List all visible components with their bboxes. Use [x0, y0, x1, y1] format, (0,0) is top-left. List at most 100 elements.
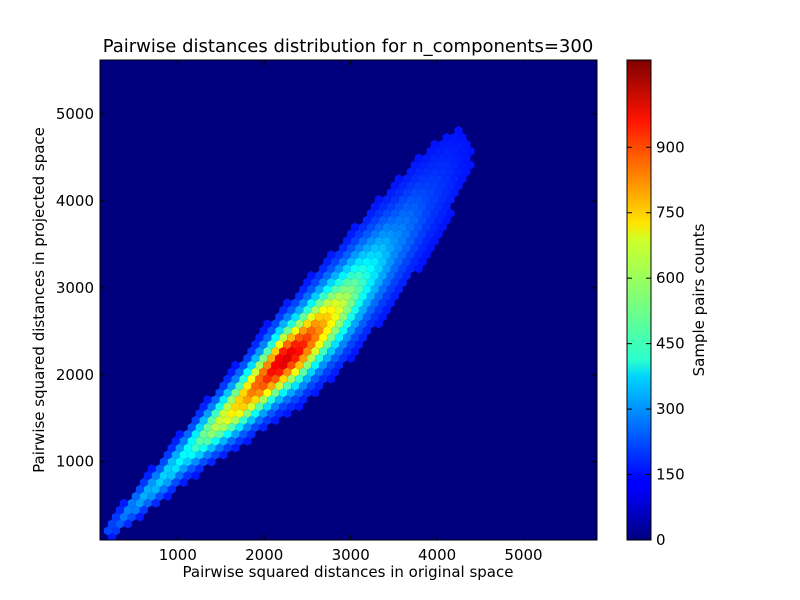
hexbin-cell — [119, 498, 128, 508]
hexbin-cell — [458, 160, 467, 170]
hexbin-cell — [243, 381, 252, 391]
hexbin-cell — [382, 250, 391, 260]
hexbin-cell — [211, 436, 220, 446]
hexbin-cell — [331, 367, 340, 377]
hexbin-cell — [350, 305, 359, 315]
hexbin-cell — [283, 326, 292, 336]
hexbin-cell — [346, 312, 355, 322]
x-axis-ticks: 1000 2000 3000 4000 5000 — [159, 60, 543, 564]
hexbin-cell — [323, 284, 332, 294]
hexbin-cell — [211, 408, 220, 419]
hexbin-cell — [223, 388, 232, 398]
hexbin-cell — [127, 512, 136, 522]
hexbin-cell — [358, 250, 367, 260]
hexbin-cell — [434, 201, 443, 212]
hexbin-cell — [299, 298, 308, 308]
hexbin-cell — [271, 333, 280, 343]
hexbin-cell — [315, 326, 324, 336]
hexbin-cell — [167, 457, 176, 467]
colorbar-tick-label: 750 — [656, 204, 685, 222]
y-axis-title: Pairwise squared distances in projected … — [30, 127, 48, 473]
hexbin-cell — [331, 326, 340, 336]
hexbin-cell — [394, 257, 403, 267]
hexbin-cell — [323, 353, 332, 363]
hexbin-cell — [251, 367, 260, 377]
hexbin-cell — [303, 374, 312, 384]
colorbar-tick-label: 150 — [656, 466, 685, 484]
hexbin-cell — [159, 457, 168, 467]
hexbin-cell — [335, 333, 344, 343]
hexbin-cell — [331, 257, 340, 267]
hexbin-cell — [299, 353, 308, 363]
hexbin-cell — [394, 284, 403, 294]
hexbin-cell — [271, 319, 280, 329]
hexbin-cell — [203, 422, 212, 432]
hexbin-cell — [283, 395, 292, 405]
hexbin-cell — [327, 360, 336, 370]
hexbin-cell — [339, 326, 347, 336]
hexbin-cell — [414, 208, 423, 218]
hexbin-cell — [442, 201, 451, 212]
hexbin-cell — [111, 512, 120, 522]
hexbin-cell — [259, 408, 268, 419]
hexbin-cell — [319, 374, 328, 384]
hexbin-cell — [175, 471, 184, 481]
hexbin-cell — [283, 298, 292, 308]
hexbin-cell — [462, 167, 471, 177]
hexbin-cell — [143, 471, 152, 481]
hexbin-cell — [283, 381, 292, 391]
hexbin-cell — [402, 270, 411, 281]
hexbin-cell — [410, 243, 419, 253]
hexbin-cell — [339, 298, 347, 308]
hexbin-cell — [227, 381, 236, 391]
x-tick-label: 3000 — [332, 546, 370, 564]
hexbin-cell — [386, 229, 395, 239]
hexbin-cell — [422, 222, 431, 232]
hexbin-cell — [183, 443, 192, 453]
hexbin-cell — [311, 374, 320, 384]
hexbin-cell — [446, 153, 455, 163]
hexbin-cell — [247, 388, 256, 398]
hexbin-cell — [227, 408, 236, 419]
hexbin-cell — [386, 188, 395, 198]
hexbin-cell — [171, 450, 180, 460]
x-tick-label: 4000 — [418, 546, 456, 564]
hexbin-cell — [418, 188, 427, 198]
hexbin-cell — [263, 333, 272, 343]
hexbin-cell — [426, 174, 435, 184]
hexbin-cell — [390, 195, 399, 205]
hexbin-cell — [107, 533, 116, 540]
hexbin-cell — [450, 160, 459, 170]
hexbin-cell — [426, 229, 435, 239]
hexbin-cell — [231, 374, 240, 384]
hexbin-cell — [283, 339, 292, 350]
hexbin-cell — [331, 312, 340, 322]
hexbin-cell — [438, 153, 447, 163]
hexbin-cell — [151, 484, 160, 494]
hexbin-cell — [430, 167, 439, 177]
hexbin-cell — [275, 381, 284, 391]
hexbin-cell — [390, 291, 399, 301]
hexbin-cell — [295, 305, 304, 315]
hexbin-cell — [251, 422, 260, 432]
hexbin-cell — [319, 264, 328, 274]
hexbin-cell — [295, 319, 304, 329]
hexbin-cell — [299, 381, 308, 391]
hexbin-cell — [191, 457, 200, 467]
hexbin-cell — [311, 333, 320, 343]
hexbin-cell — [386, 298, 395, 308]
hexbin-cell — [374, 236, 383, 246]
hexbin-cell — [307, 326, 316, 336]
hexbin-cell — [366, 277, 375, 287]
hexbin-cell — [255, 402, 264, 412]
hexbin-cell — [386, 257, 395, 267]
y-tick-label: 4000 — [56, 192, 94, 210]
hexbin-cell — [335, 346, 344, 356]
hexbin-cell — [267, 381, 276, 391]
hexbin-cell — [223, 374, 232, 384]
hexbin-cell — [219, 422, 228, 432]
hexbin-cell — [215, 388, 224, 398]
hexbin-cell — [319, 360, 328, 370]
hexbin-cell — [434, 160, 443, 170]
hexbin-cell — [434, 215, 443, 225]
